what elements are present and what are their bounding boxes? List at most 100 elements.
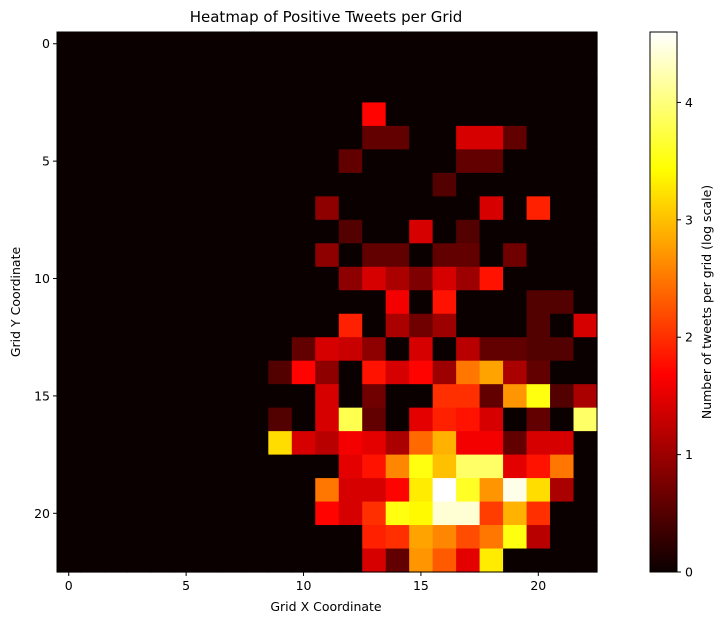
heatmap-cell xyxy=(197,548,222,573)
heatmap-cell xyxy=(432,78,457,104)
heatmap-cell xyxy=(221,548,246,573)
heatmap-cell xyxy=(385,78,410,104)
heatmap-cell xyxy=(479,149,504,174)
heatmap-cell xyxy=(197,384,222,409)
heatmap-cell xyxy=(291,266,316,291)
heatmap-cell xyxy=(221,243,246,268)
heatmap-cell xyxy=(268,525,293,550)
heatmap-cell xyxy=(221,102,246,127)
heatmap-cell xyxy=(503,454,528,479)
heatmap-cell xyxy=(338,360,363,385)
heatmap-cell xyxy=(503,360,528,385)
heatmap-cell xyxy=(244,125,269,150)
heatmap-cell xyxy=(479,548,504,573)
heatmap-cell xyxy=(362,266,387,291)
heatmap-cell xyxy=(409,360,434,385)
heatmap-cell xyxy=(268,360,293,385)
heatmap-cell xyxy=(409,313,434,338)
heatmap-cell xyxy=(197,313,222,338)
heatmap-cell xyxy=(221,55,246,80)
heatmap-cell xyxy=(197,337,222,362)
heatmap-cell xyxy=(221,478,246,503)
heatmap-cell xyxy=(432,337,457,362)
heatmap-cell xyxy=(197,454,222,479)
heatmap-cell xyxy=(268,431,293,456)
heatmap-cell xyxy=(385,55,410,80)
heatmap-cell xyxy=(526,313,551,338)
heatmap-cell xyxy=(432,501,457,526)
heatmap-cell xyxy=(150,525,175,550)
heatmap-cell xyxy=(503,501,528,526)
heatmap-cell xyxy=(174,478,199,503)
heatmap-cell xyxy=(127,407,152,432)
heatmap-cell xyxy=(432,525,457,550)
heatmap-cell xyxy=(57,78,82,104)
heatmap-cell xyxy=(57,243,82,268)
heatmap-cell xyxy=(432,125,457,150)
heatmap-cell xyxy=(103,431,129,456)
heatmap-cell xyxy=(197,102,222,127)
heatmap-cell xyxy=(174,266,199,291)
heatmap-cell xyxy=(268,501,293,526)
heatmap-cell xyxy=(150,219,175,244)
heatmap-cell xyxy=(526,337,551,362)
heatmap-cell xyxy=(221,78,246,104)
heatmap-cell xyxy=(57,501,82,526)
heatmap-cell xyxy=(432,407,457,432)
heatmap-cell xyxy=(385,360,410,385)
heatmap-cell xyxy=(103,172,129,197)
heatmap-cell xyxy=(573,454,598,479)
heatmap-cell xyxy=(221,454,246,479)
heatmap-cell xyxy=(127,172,152,197)
heatmap-cell xyxy=(244,454,269,479)
heatmap-cell xyxy=(291,219,316,244)
heatmap-cell xyxy=(338,454,363,479)
heatmap-cell xyxy=(174,32,199,57)
heatmap-cell xyxy=(291,454,316,479)
heatmap-cell xyxy=(291,384,316,409)
heatmap-cell xyxy=(244,407,269,432)
heatmap-cell xyxy=(103,149,129,174)
heatmap-cell xyxy=(174,196,199,221)
heatmap-cell xyxy=(80,219,105,244)
heatmap-cell xyxy=(550,243,575,268)
heatmap-cell xyxy=(103,55,129,80)
heatmap-cell xyxy=(409,219,434,244)
heatmap-cell xyxy=(57,149,82,174)
heatmap-cell xyxy=(80,243,105,268)
heatmap-cell xyxy=(479,454,504,479)
heatmap-cell xyxy=(456,102,481,127)
heatmap-cell xyxy=(573,102,598,127)
heatmap-cell xyxy=(80,525,105,550)
heatmap-cell xyxy=(244,501,269,526)
heatmap-cell xyxy=(57,102,82,127)
heatmap-cell xyxy=(503,102,528,127)
heatmap-cell xyxy=(550,384,575,409)
heatmap-cell xyxy=(409,149,434,174)
heatmap-cell xyxy=(385,337,410,362)
heatmap-cell xyxy=(526,102,551,127)
heatmap-cell xyxy=(150,78,175,104)
heatmap-cell xyxy=(479,78,504,104)
colorbar-tick-label: 1 xyxy=(685,447,693,462)
heatmap-cell xyxy=(479,102,504,127)
heatmap-cell xyxy=(197,525,222,550)
heatmap-cell xyxy=(103,243,129,268)
heatmap-cell xyxy=(57,172,82,197)
heatmap-cell xyxy=(456,407,481,432)
heatmap-cell xyxy=(57,548,82,573)
heatmap-cell xyxy=(338,431,363,456)
heatmap-cell xyxy=(362,172,387,197)
y-tick-label: 15 xyxy=(34,388,50,403)
heatmap-cell xyxy=(57,337,82,362)
heatmap-cell xyxy=(573,407,598,432)
heatmap-cell xyxy=(432,384,457,409)
heatmap-cell xyxy=(550,78,575,104)
heatmap-cell xyxy=(244,102,269,127)
heatmap-cell xyxy=(174,125,199,150)
heatmap-cell xyxy=(573,243,598,268)
heatmap-cell xyxy=(268,32,293,57)
heatmap-cell xyxy=(291,55,316,80)
heatmap-cell xyxy=(338,290,363,315)
heatmap-cell xyxy=(221,149,246,174)
